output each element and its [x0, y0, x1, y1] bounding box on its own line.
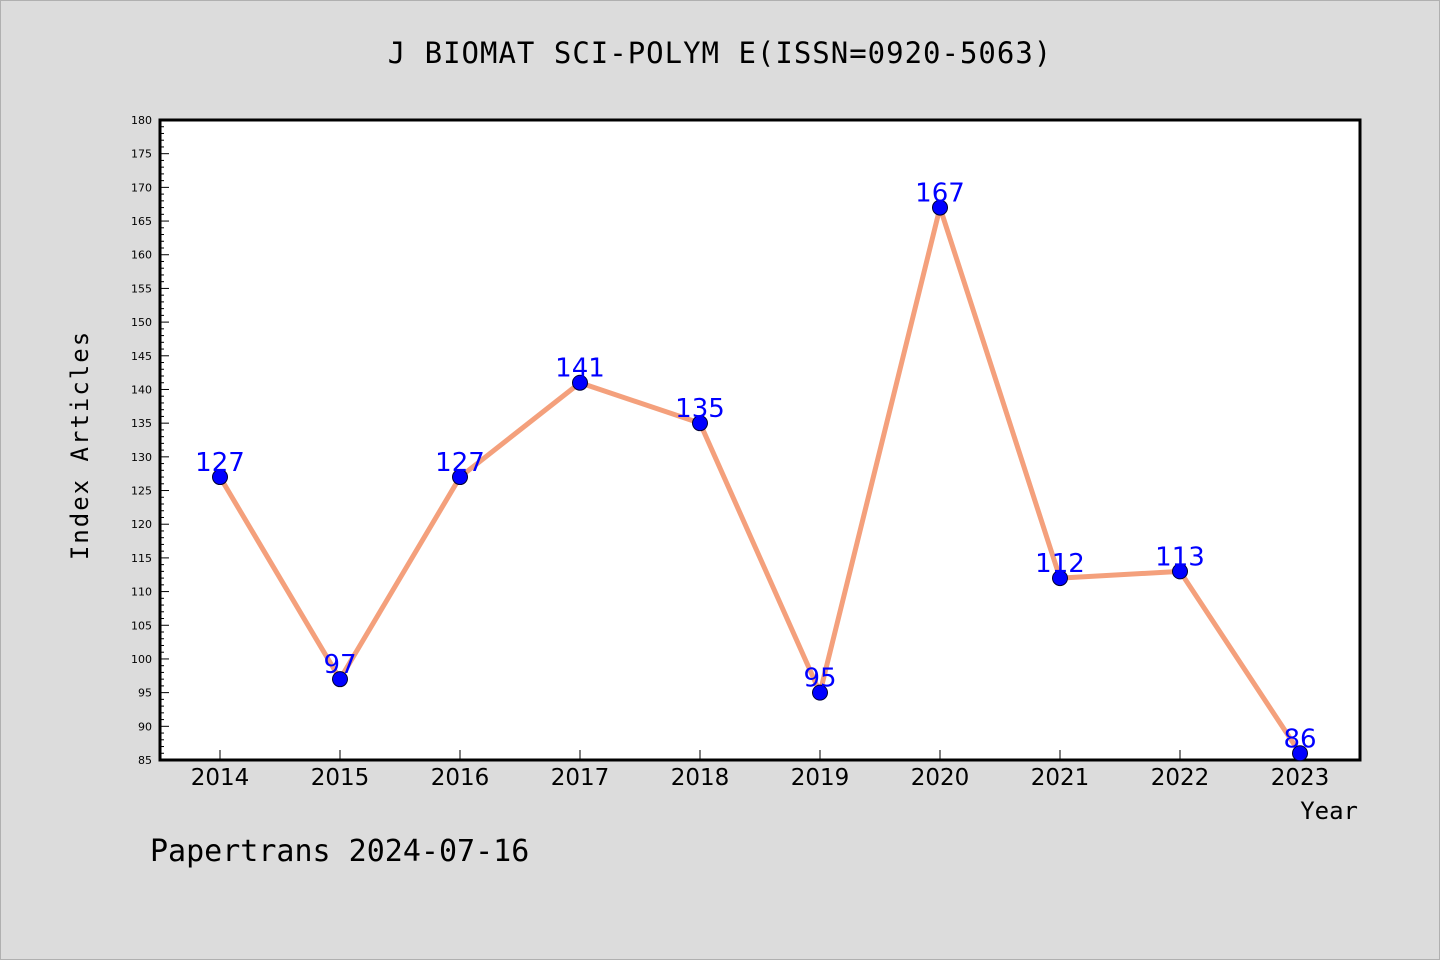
- data-label: 167: [915, 179, 965, 209]
- x-tick-label: 2019: [791, 765, 850, 791]
- series-line: [217, 205, 1303, 756]
- y-tick-label: 95: [138, 687, 152, 700]
- data-point: [1052, 570, 1068, 587]
- data-label: 113: [1155, 542, 1205, 572]
- y-tick-label: 150: [131, 316, 152, 329]
- data-point: [812, 684, 828, 701]
- y-tick-label: 110: [131, 586, 152, 599]
- y-tick-label: 105: [131, 619, 152, 632]
- data-label: 127: [435, 448, 485, 478]
- y-tick-label: 180: [131, 114, 152, 127]
- data-label: 86: [1283, 724, 1316, 754]
- x-tick-label: 2021: [1031, 765, 1090, 791]
- plot-area: [158, 118, 1362, 762]
- y-tick-label: 155: [131, 282, 152, 295]
- x-tick-label: 2018: [671, 765, 730, 791]
- data-label: 141: [555, 354, 605, 384]
- data-label: 135: [675, 394, 725, 424]
- y-tick-label: 115: [131, 552, 152, 565]
- x-tick-label: 2023: [1271, 765, 1330, 791]
- y-tick-label: 175: [131, 148, 152, 161]
- chart-title: J BIOMAT SCI-POLYM E(ISSN=0920-5063): [387, 36, 1053, 70]
- y-tick-label: 100: [131, 653, 152, 666]
- data-point: [1292, 745, 1308, 762]
- x-tick-label: 2016: [431, 765, 490, 791]
- y-tick-label: 140: [131, 383, 152, 396]
- x-tick-label: 2015: [311, 765, 370, 791]
- x-tick-label: 2017: [551, 765, 610, 791]
- footer-note: Papertrans 2024-07-16: [150, 834, 530, 869]
- data-point: [692, 415, 708, 432]
- y-tick-label: 120: [131, 518, 152, 531]
- data-label: 95: [803, 664, 836, 694]
- data-point: [1172, 563, 1188, 580]
- y-tick-label: 125: [131, 485, 152, 498]
- x-tick-label: 2014: [191, 765, 250, 791]
- y-tick-label: 90: [138, 720, 152, 733]
- data-label: 112: [1035, 549, 1085, 579]
- y-tick-label: 135: [131, 417, 152, 430]
- data-point: [572, 374, 588, 391]
- data-point: [332, 671, 348, 688]
- data-label: 97: [323, 650, 356, 680]
- data-point: [932, 199, 948, 216]
- data-point: [212, 469, 228, 486]
- y-tick-label: 160: [131, 249, 152, 262]
- y-tick-label: 130: [131, 451, 152, 464]
- x-axis-label: Year: [1300, 797, 1358, 825]
- data-label: 127: [195, 448, 245, 478]
- y-tick-label: 170: [131, 181, 152, 194]
- y-tick-label: 145: [131, 350, 152, 363]
- x-tick-label: 2022: [1151, 765, 1210, 791]
- y-tick-label: 85: [138, 754, 152, 767]
- y-tick-label: 165: [131, 215, 152, 228]
- data-point: [452, 469, 468, 486]
- x-tick-label: 2020: [911, 765, 970, 791]
